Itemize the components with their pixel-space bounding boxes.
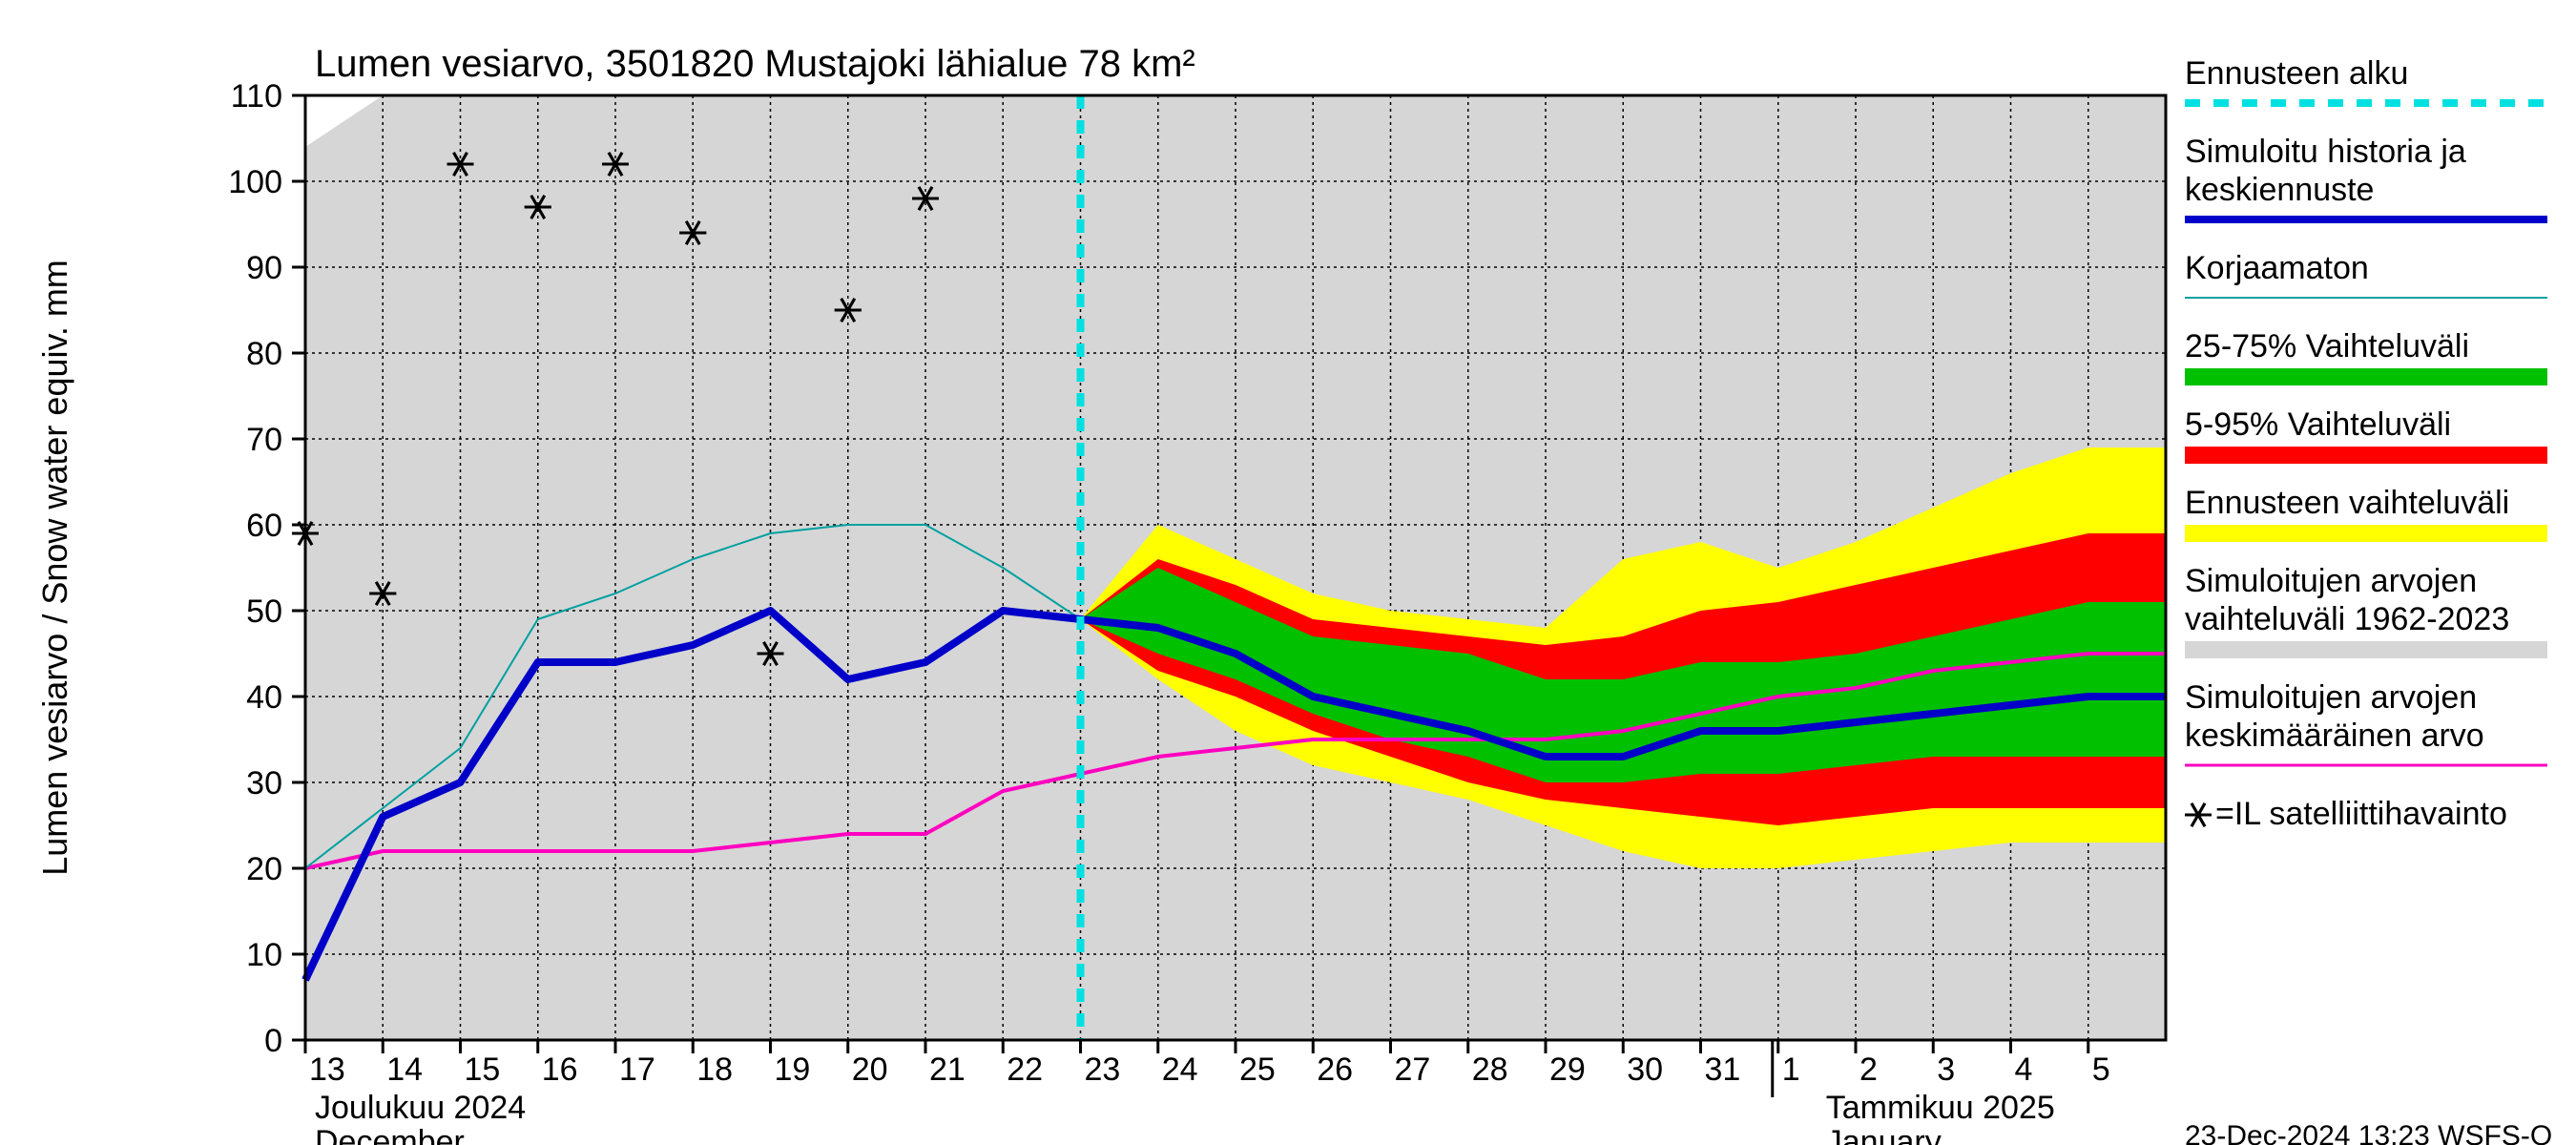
legend-label: keskimääräinen arvo <box>2185 718 2484 754</box>
y-tick-label: 70 <box>246 422 282 458</box>
x-tick-label: 31 <box>1705 1051 1741 1088</box>
x-tick-label: 21 <box>929 1051 966 1088</box>
x-tick-label: 17 <box>619 1051 655 1088</box>
satellite-marker <box>2185 803 2212 826</box>
y-tick-label: 100 <box>228 164 282 200</box>
x-tick-label: 18 <box>696 1051 733 1088</box>
legend-swatch <box>2185 525 2547 542</box>
y-tick-label: 10 <box>246 937 282 973</box>
footer-text: 23-Dec-2024 13:23 WSFS-O <box>2185 1120 2552 1145</box>
legend-swatch <box>2185 641 2547 658</box>
x-tick-label: 1 <box>1782 1051 1800 1088</box>
x-tick-label: 3 <box>1937 1051 1955 1088</box>
x-tick-label: 15 <box>465 1051 501 1088</box>
x-tick-label: 14 <box>386 1051 423 1088</box>
x-tick-label: 13 <box>309 1051 345 1088</box>
month-label-right-1: Tammikuu 2025 <box>1826 1090 2055 1126</box>
legend-label: =IL satelliittihavainto <box>2215 796 2507 832</box>
y-tick-label: 20 <box>246 851 282 887</box>
x-tick-label: 27 <box>1395 1051 1431 1088</box>
month-label-left-1: Joulukuu 2024 <box>315 1090 526 1126</box>
x-tick-label: 19 <box>775 1051 811 1088</box>
x-tick-label: 16 <box>542 1051 578 1088</box>
x-tick-label: 20 <box>852 1051 888 1088</box>
y-tick-label: 60 <box>246 508 282 544</box>
x-tick-label: 28 <box>1472 1051 1508 1088</box>
x-tick-label: 26 <box>1317 1051 1353 1088</box>
x-tick-label: 23 <box>1085 1051 1121 1088</box>
legend-label: vaihteluväli 1962-2023 <box>2185 601 2509 637</box>
y-tick-label: 50 <box>246 593 282 630</box>
y-tick-label: 80 <box>246 336 282 372</box>
x-tick-label: 2 <box>1859 1051 1878 1088</box>
legend-swatch <box>2185 368 2547 385</box>
y-tick-label: 110 <box>231 78 282 114</box>
x-tick-label: 30 <box>1627 1051 1663 1088</box>
x-tick-label: 22 <box>1007 1051 1043 1088</box>
month-label-left-2: December <box>315 1124 465 1145</box>
y-tick-label: 0 <box>264 1023 282 1059</box>
legend-label: Simuloitu historia ja <box>2185 134 2466 170</box>
x-tick-label: 25 <box>1239 1051 1276 1088</box>
x-tick-label: 5 <box>2092 1051 2110 1088</box>
y-tick-label: 90 <box>246 250 282 286</box>
legend-label: Simuloitujen arvojen <box>2185 563 2477 599</box>
x-tick-label: 4 <box>2015 1051 2033 1088</box>
y-tick-label: 40 <box>246 679 282 716</box>
legend-swatch <box>2185 447 2547 464</box>
legend-label: Simuloitujen arvojen <box>2185 679 2477 716</box>
y-tick-label: 30 <box>246 765 282 802</box>
x-tick-label: 29 <box>1549 1051 1586 1088</box>
legend-label: 5-95% Vaihteluväli <box>2185 406 2451 443</box>
legend-label: Ennusteen vaihteluväli <box>2185 485 2509 521</box>
month-label-right-2: January <box>1826 1124 1942 1145</box>
legend-label: 25-75% Vaihteluväli <box>2185 328 2469 364</box>
chart-svg: 0102030405060708090100110131415161718192… <box>0 0 2576 1145</box>
y-axis-title: Lumen vesiarvo / Snow water equiv. mm <box>35 260 74 876</box>
chart-title: Lumen vesiarvo, 3501820 Mustajoki lähial… <box>315 43 1195 85</box>
legend-label: keskiennuste <box>2185 172 2374 208</box>
legend-label: Korjaamaton <box>2185 250 2369 286</box>
chart-container: 0102030405060708090100110131415161718192… <box>0 0 2576 1145</box>
legend-label: Ennusteen alku <box>2185 55 2408 92</box>
x-tick-label: 24 <box>1162 1051 1198 1088</box>
